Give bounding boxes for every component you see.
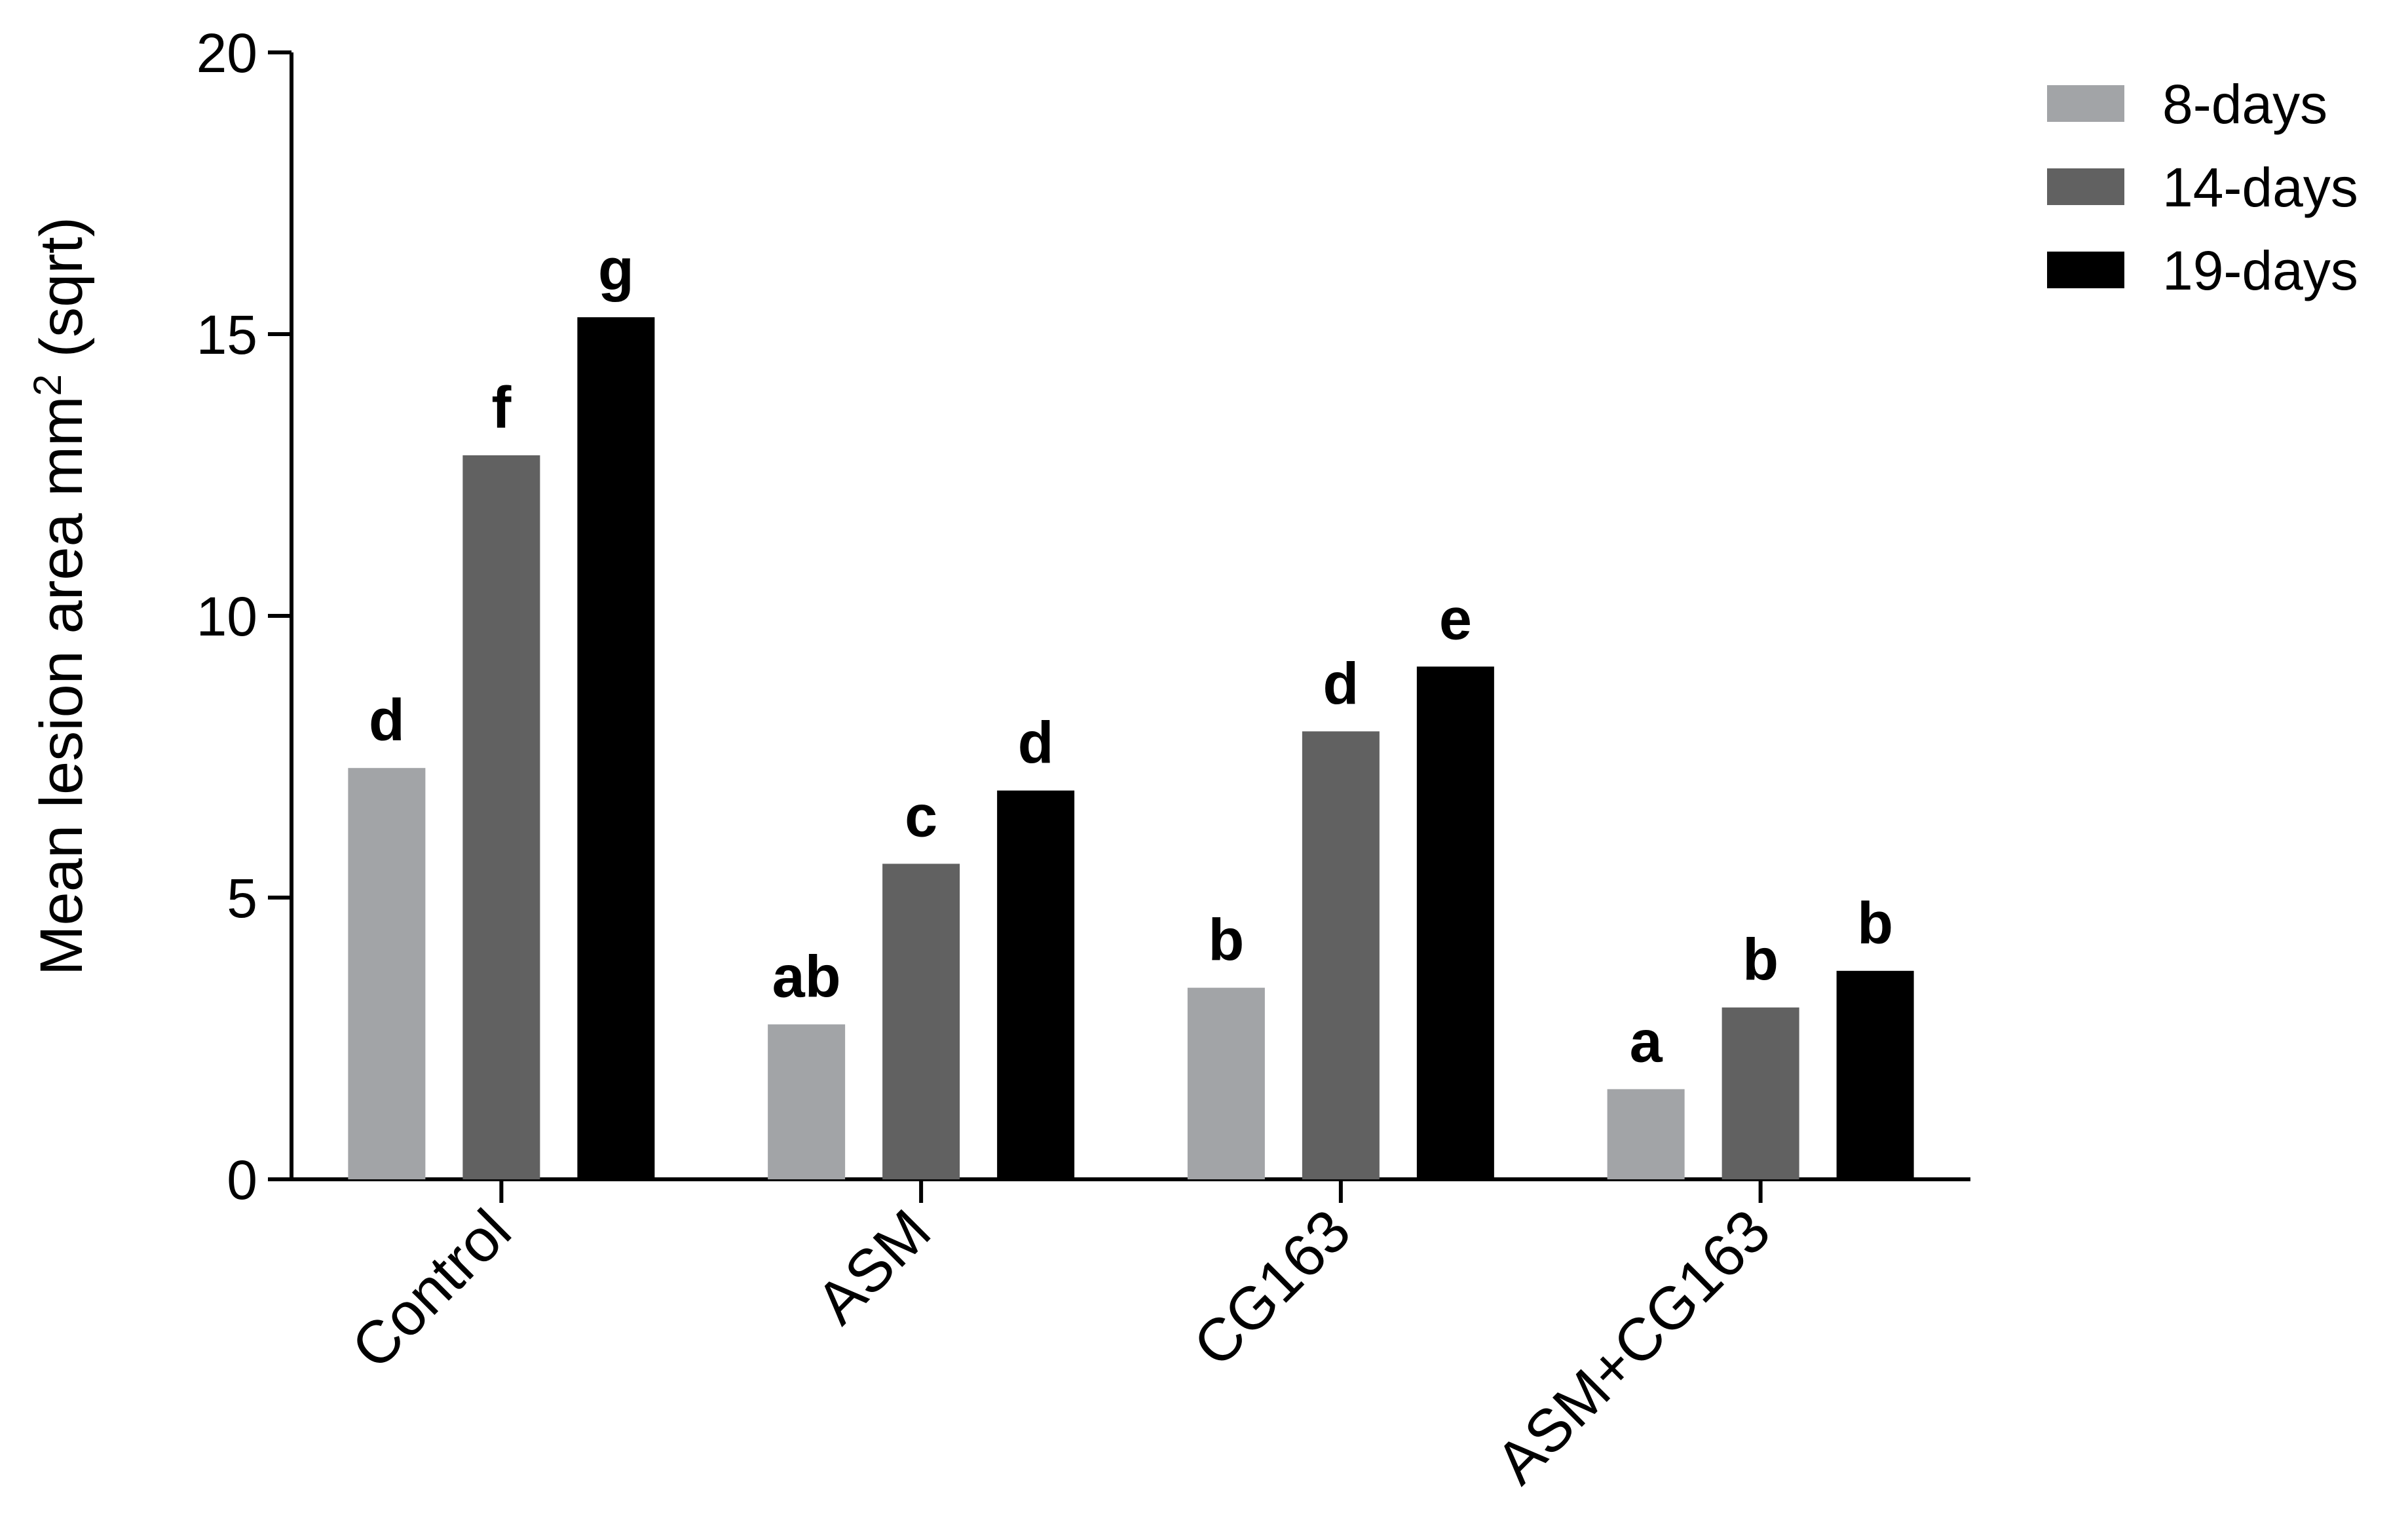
y-tick-label: 10: [197, 586, 257, 647]
bar-8-days-ASM: [768, 1024, 846, 1179]
significance-letter: e: [1439, 586, 1472, 652]
bar-19-days-CG163: [1416, 666, 1494, 1179]
legend-label: 19-days: [2162, 240, 2358, 301]
y-tick-label: 20: [197, 22, 257, 84]
significance-letter: b: [1742, 928, 1778, 993]
x-tick-label: CG163: [1181, 1197, 1363, 1379]
y-tick-label: 5: [227, 867, 257, 929]
significance-letter: b: [1208, 908, 1244, 974]
bar-8-days-Control: [348, 768, 426, 1179]
x-tick-label: ASM: [804, 1197, 943, 1337]
axes: 0 5 10 15 20: [197, 22, 1970, 1211]
y-axis-label: Mean lesion area mm2 (sqrt): [26, 217, 95, 976]
bar-19-days-ASM+CG163: [1836, 970, 1914, 1179]
legend-swatch: [2047, 252, 2124, 288]
y-tick-label: 0: [227, 1149, 257, 1211]
legend-swatch: [2047, 168, 2124, 205]
significance-letter: d: [369, 688, 405, 753]
bar-19-days-Control: [577, 317, 655, 1180]
bar-14-days-ASM: [882, 864, 960, 1179]
legend-swatch: [2047, 85, 2124, 122]
bar-14-days-CG163: [1302, 731, 1380, 1179]
significance-letter: c: [905, 784, 937, 849]
x-tick-label: ASM+CG163: [1484, 1197, 1783, 1496]
significance-letter: f: [491, 375, 512, 441]
legend-label: 8-days: [2162, 73, 2327, 135]
bar-8-days-ASM+CG163: [1607, 1089, 1685, 1179]
bar-14-days-Control: [462, 455, 540, 1179]
significance-letter: b: [1857, 891, 1893, 957]
x-tick-label: Control: [339, 1197, 524, 1382]
y-tick-label: 15: [197, 304, 257, 366]
bar-8-days-CG163: [1187, 987, 1265, 1179]
y-axis-label-superscript: 2: [26, 374, 69, 396]
bar-14-days-ASM+CG163: [1721, 1007, 1799, 1179]
significance-letter: d: [1018, 711, 1054, 776]
bar-19-days-ASM: [997, 790, 1075, 1179]
y-axis-label-main: Mean lesion area mm: [28, 396, 95, 976]
bars: [348, 317, 1914, 1180]
legend: 8-days 14-days 19-days: [2047, 73, 2358, 301]
significance-letter: a: [1630, 1009, 1663, 1074]
legend-label: 14-days: [2162, 157, 2358, 218]
significance-letter: ab: [772, 945, 841, 1010]
significance-letter: d: [1323, 651, 1359, 717]
y-axis-label-group: Mean lesion area mm2 (sqrt): [26, 217, 95, 976]
significance-letter: g: [598, 237, 634, 303]
x-axis-tick-labels: Control ASM CG163 ASM+CG163: [339, 1197, 1783, 1496]
y-axis-label-suffix: (sqrt): [28, 217, 95, 374]
